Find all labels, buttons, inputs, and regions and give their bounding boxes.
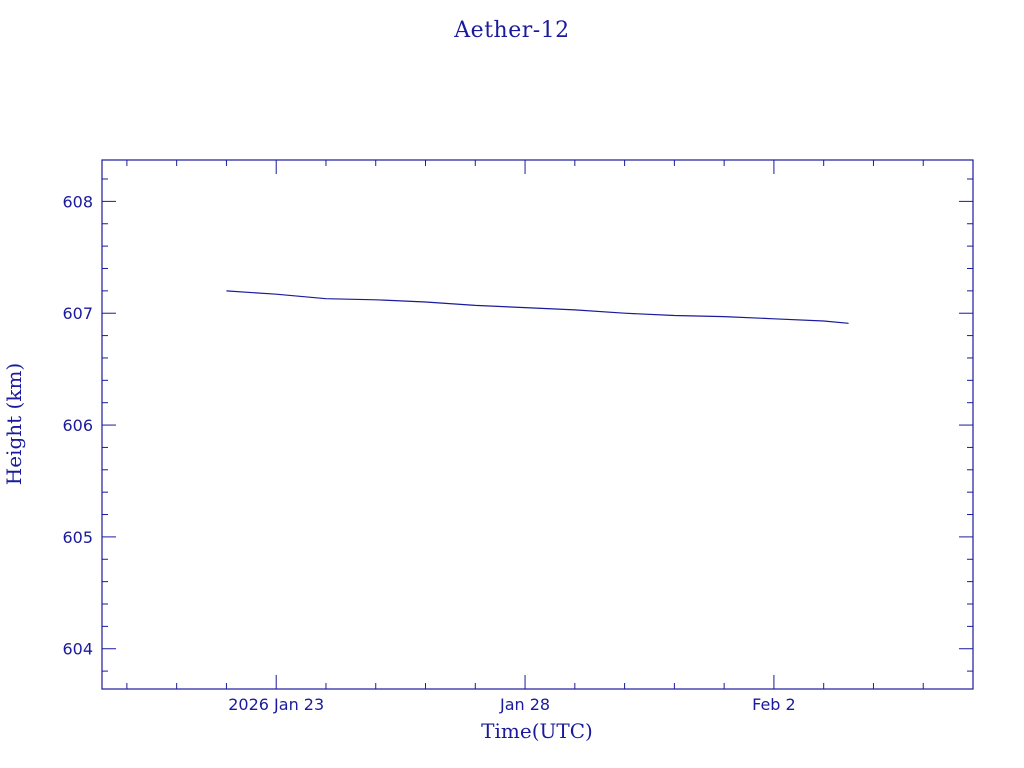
y-tick-label: 605 <box>62 528 93 547</box>
chart-title: Aether-12 <box>453 18 569 43</box>
y-axis-ticks <box>102 178 973 672</box>
series-layer <box>226 290 849 324</box>
y-tick-label: 604 <box>62 640 93 659</box>
y-axis-tick-labels: 604 605 606 607 608 <box>62 192 93 658</box>
y-axis-label: Height (km) <box>2 363 26 485</box>
x-axis-tick-labels: 2026 Jan 23 Jan 28 Feb 2 <box>228 695 795 714</box>
x-tick-label: Jan 28 <box>499 695 550 714</box>
y-tick-label: 608 <box>62 192 93 211</box>
x-axis-ticks <box>126 160 974 689</box>
y-tick-label: 607 <box>62 304 93 323</box>
plot-frame <box>101 159 974 690</box>
x-tick-label: Feb 2 <box>752 695 796 714</box>
x-tick-label: 2026 Jan 23 <box>228 695 324 714</box>
y-tick-label: 606 <box>62 416 93 435</box>
series-line <box>226 290 849 324</box>
x-axis-label: Time(UTC) <box>481 719 593 743</box>
